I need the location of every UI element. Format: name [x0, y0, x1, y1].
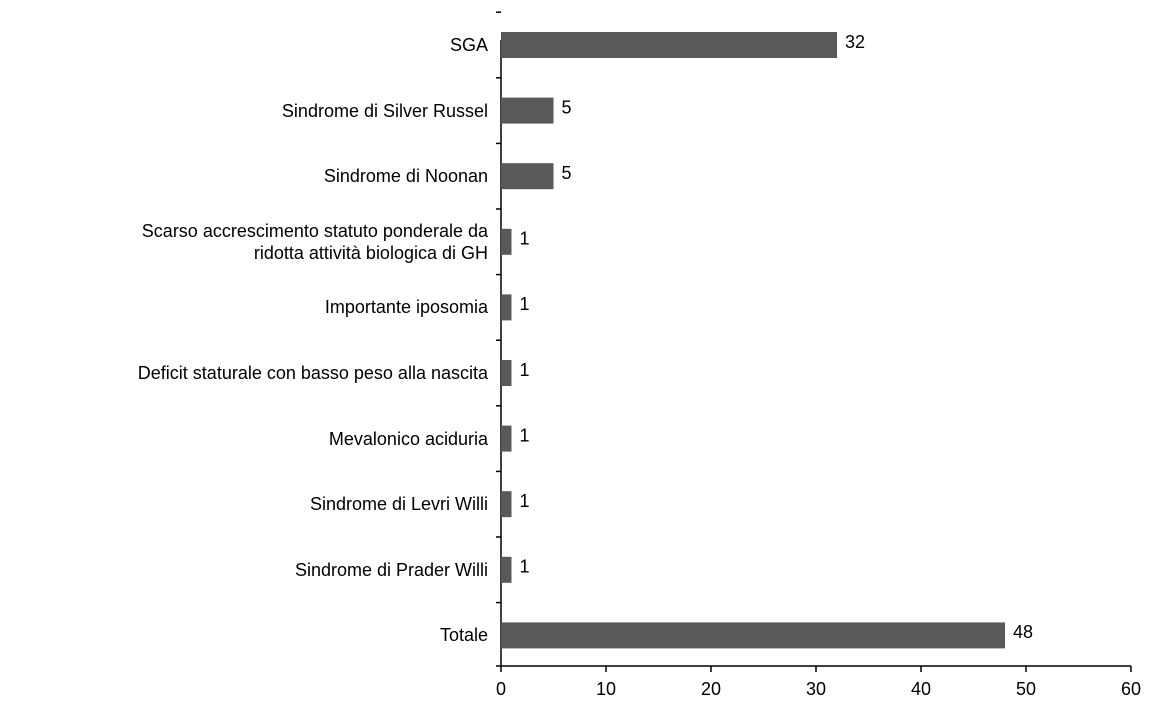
y-tick-label: Mevalonico aciduria: [328, 428, 488, 449]
y-tick-label: Importante iposomia: [324, 297, 488, 318]
data-label: 32: [845, 32, 865, 52]
data-label: 48: [1013, 622, 1033, 642]
x-tick-label: 40: [911, 679, 931, 699]
data-label: 1: [520, 360, 530, 380]
y-tick-label: Totale: [439, 625, 488, 646]
x-tick-label: 30: [806, 679, 826, 699]
x-tick-label: 0: [496, 679, 506, 699]
bar: [501, 228, 512, 255]
data-label: 1: [520, 557, 530, 577]
bar: [501, 360, 512, 386]
y-tick-label: SGA: [449, 35, 488, 55]
bar: [501, 294, 512, 321]
y-tick-label: Sindrome di Noonan: [323, 166, 488, 187]
bar: [501, 556, 512, 583]
y-tick-label: Deficit staturale con basso peso alla na…: [137, 363, 488, 383]
bar: [501, 32, 837, 58]
data-label: 1: [520, 294, 530, 314]
data-label: 1: [520, 229, 530, 249]
bar: [501, 491, 512, 518]
y-tick-label: Sindrome di Levri Willi: [309, 494, 488, 515]
y-tick-label: Scarso accrescimento statuto ponderale d…: [141, 220, 488, 263]
bar: [501, 97, 554, 124]
data-label: 1: [520, 491, 530, 511]
x-tick-label: 60: [1121, 679, 1141, 699]
y-tick-label: Sindrome di Prader Willi: [294, 559, 488, 580]
bar: [501, 622, 1005, 649]
x-tick-label: 10: [596, 679, 616, 699]
x-tick-label: 50: [1016, 679, 1036, 699]
data-label: 5: [562, 97, 572, 117]
x-tick-label: 20: [701, 679, 721, 699]
data-label: 1: [520, 425, 530, 445]
bar: [501, 425, 512, 452]
y-tick-label: Sindrome di Silver Russel: [281, 100, 488, 121]
data-label: 5: [562, 163, 572, 183]
bar: [501, 163, 554, 190]
